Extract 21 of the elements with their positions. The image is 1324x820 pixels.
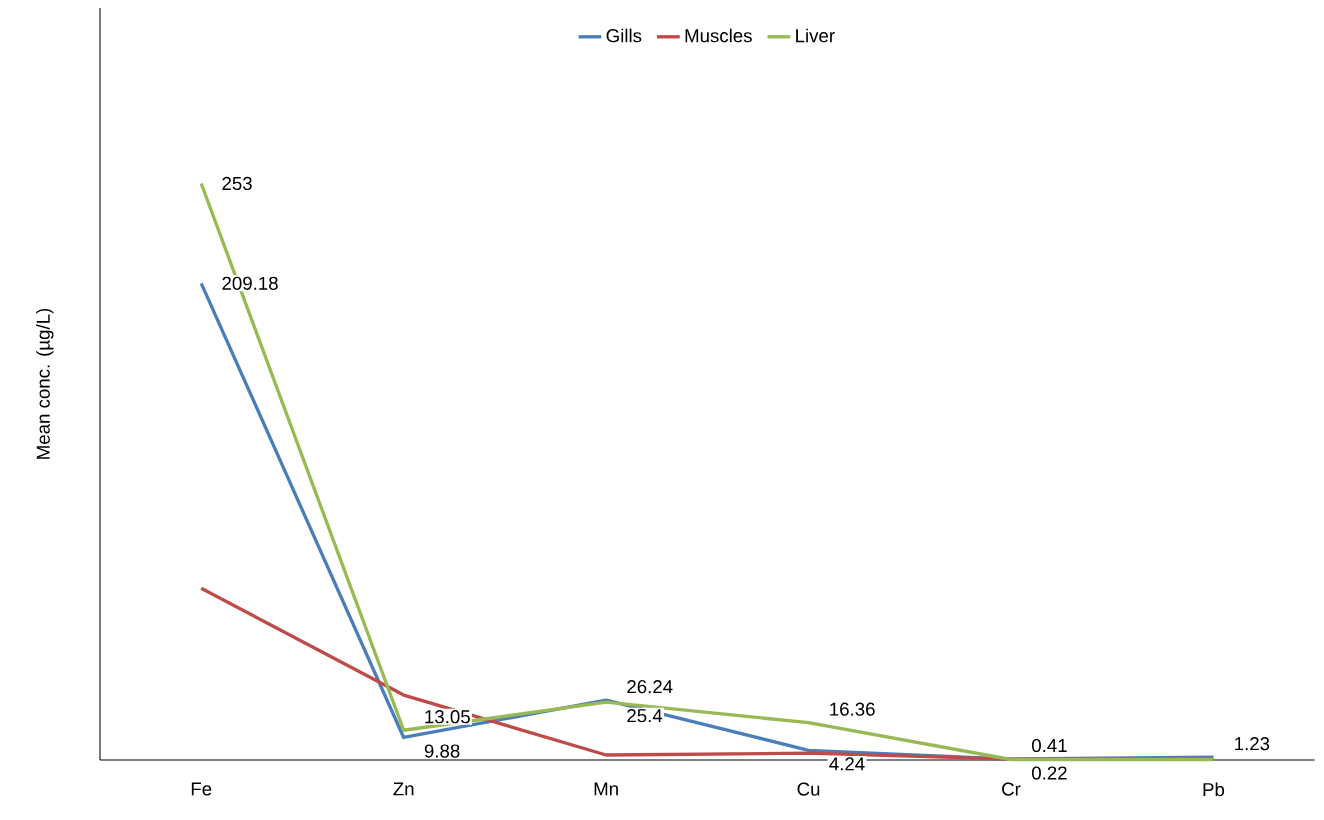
x-tick-label: Zn xyxy=(393,782,414,796)
data-label: 13.05 xyxy=(425,710,470,724)
legend-label: Gills xyxy=(606,28,642,43)
y-axis-title: Mean conc. (µg/L) xyxy=(36,308,54,459)
data-label: 0.22 xyxy=(1032,766,1067,780)
x-tick-label: Pb xyxy=(1203,782,1225,797)
x-tick-label: Mn xyxy=(594,782,618,796)
data-label: 16.36 xyxy=(830,702,875,716)
data-label: 4.24 xyxy=(829,757,865,771)
legend-label: Liver xyxy=(796,28,835,43)
x-tick-label: Cr xyxy=(1002,782,1021,796)
data-label: 25.4 xyxy=(627,709,663,723)
legend-label: Muscles xyxy=(685,28,752,43)
data-label: 26.24 xyxy=(627,680,673,694)
data-label: 1.23 xyxy=(1235,737,1270,751)
data-label: 0.41 xyxy=(1032,738,1067,753)
x-tick-label: Fe xyxy=(191,782,212,796)
data-label: 253 xyxy=(222,176,252,191)
x-tick-label: Cu xyxy=(797,782,820,796)
data-label: 209.18 xyxy=(222,276,278,290)
data-label: 9.88 xyxy=(424,744,460,758)
